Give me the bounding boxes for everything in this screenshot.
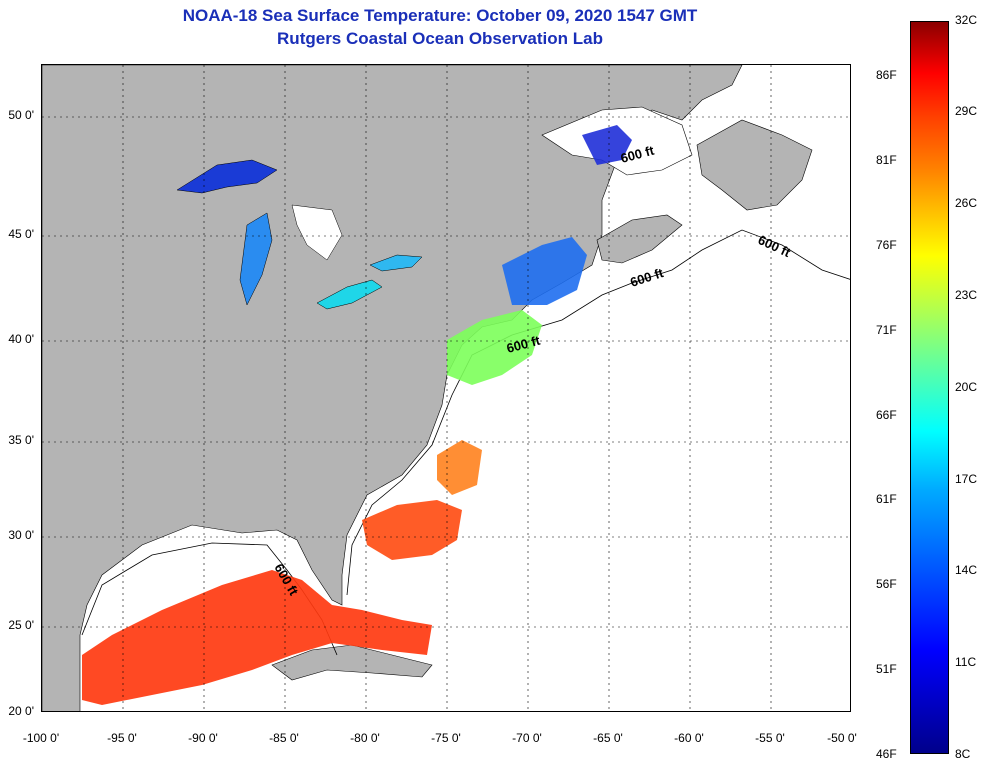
colorbar-f-label: 81F <box>876 153 897 167</box>
colorbar-c-label: 14C <box>955 563 978 577</box>
colorbar-f-label: 86F <box>876 68 897 82</box>
graticule <box>42 65 850 711</box>
colorbar-f-label: 76F <box>876 238 897 252</box>
colorbar-c-label: 26C <box>955 196 978 210</box>
map-subtitle: Rutgers Coastal Ocean Observation Lab <box>277 29 603 48</box>
colorbar-f-label: 66F <box>876 408 897 422</box>
colorbar-f-label: 71F <box>876 323 897 337</box>
lon-label-80: -80 0' <box>350 731 380 745</box>
cuba-land <box>271 644 433 681</box>
lon-label-75: -75 0' <box>431 731 461 745</box>
lon-label-50: -50 0' <box>827 731 857 745</box>
colorbar-c-label: 29C <box>955 104 978 118</box>
colorbar-c-label: 23C <box>955 288 978 302</box>
sst-map: 600 ft 600 ft 600 ft 600 ft 600 ft <box>41 64 851 712</box>
lat-label-30: 30 0' <box>8 528 34 542</box>
sst-gulf-st-lawrence <box>582 125 632 165</box>
colorbar-f-label: 46F <box>876 747 897 761</box>
colorbar-f-label: 56F <box>876 577 897 591</box>
colorbar-f-label: 51F <box>876 662 897 676</box>
sst-southeast-atlantic <box>362 500 462 560</box>
contour-label-grand-banks: 600 ft <box>756 232 794 260</box>
temperature-colorbar <box>910 21 949 754</box>
lake-huron <box>291 204 343 261</box>
map-canvas: 600 ft 600 ft 600 ft 600 ft 600 ft <box>42 65 850 711</box>
lon-label-60: -60 0' <box>674 731 704 745</box>
sst-gulf-stream <box>437 440 482 495</box>
lat-label-45: 45 0' <box>8 227 34 241</box>
sst-gulf-of-maine <box>502 237 587 305</box>
contour-label-georges: 600 ft <box>628 265 666 290</box>
lat-label-50: 50 0' <box>8 108 34 122</box>
colorbar-c-label: 17C <box>955 472 978 486</box>
lon-label-70: -70 0' <box>512 731 542 745</box>
lon-label-90: -90 0' <box>188 731 218 745</box>
lat-label-35: 35 0' <box>8 433 34 447</box>
lat-label-40: 40 0' <box>8 332 34 346</box>
colorbar-c-label: 32C <box>955 13 978 27</box>
lon-label-55: -55 0' <box>755 731 785 745</box>
lake-ontario <box>369 254 423 272</box>
colorbar-c-label: 8C <box>955 747 971 761</box>
lake-superior <box>176 159 278 194</box>
sst-gulf-of-mexico <box>82 570 432 705</box>
lon-label-100: -100 0' <box>22 731 60 745</box>
lon-label-65: -65 0' <box>593 731 623 745</box>
lon-label-85: -85 0' <box>269 731 299 745</box>
lat-label-20: 20 0' <box>8 704 34 718</box>
colorbar-f-label: 61F <box>876 492 897 506</box>
map-title: NOAA-18 Sea Surface Temperature: October… <box>182 6 698 25</box>
sst-mid-atlantic <box>447 310 542 385</box>
colorbar-c-label: 11C <box>955 655 977 669</box>
newfoundland-land <box>696 119 813 211</box>
lat-label-25: 25 0' <box>8 618 34 632</box>
colorbar-c-label: 20C <box>955 380 978 394</box>
nova-scotia-land <box>596 214 683 264</box>
lon-label-95: -95 0' <box>107 731 137 745</box>
